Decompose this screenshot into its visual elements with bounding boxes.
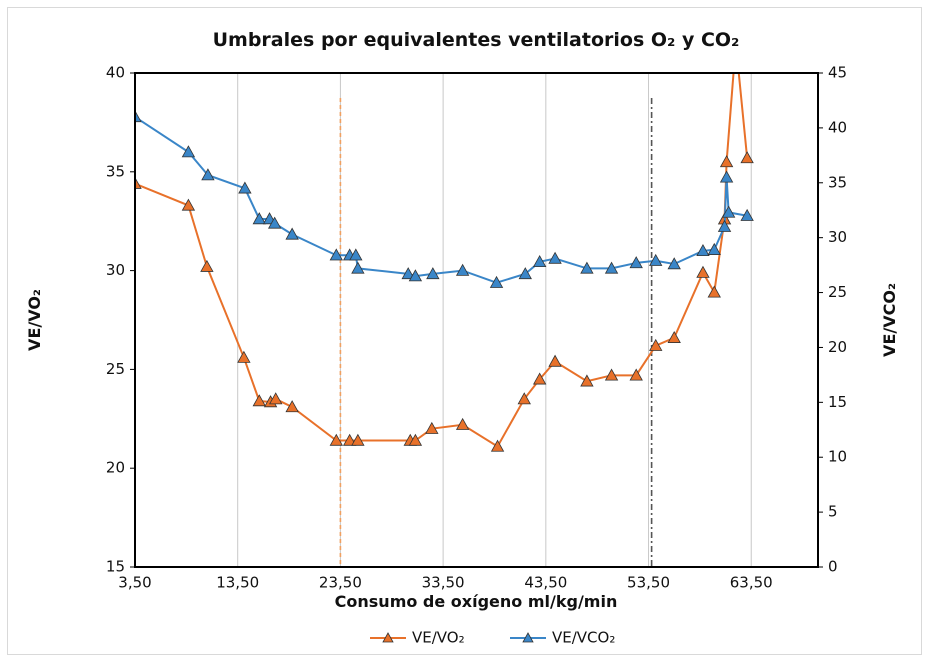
y2-tick-label: 0 bbox=[828, 558, 838, 576]
data-point bbox=[696, 265, 710, 278]
y2-tick-label: 35 bbox=[828, 173, 847, 191]
data-point bbox=[649, 338, 663, 351]
data-point bbox=[181, 198, 196, 211]
data-point bbox=[604, 261, 619, 274]
data-point bbox=[135, 110, 142, 123]
data-point bbox=[707, 242, 721, 255]
data-point bbox=[518, 267, 532, 280]
legend-label: VE/VO₂ bbox=[412, 629, 465, 647]
x-tick-label: 63,50 bbox=[730, 574, 773, 592]
data-point bbox=[696, 244, 710, 257]
y-axis-title: VE/VO₂ bbox=[25, 289, 44, 351]
data-point bbox=[329, 433, 343, 446]
y-tick-label: 20 bbox=[106, 459, 125, 477]
data-point bbox=[252, 394, 266, 407]
data-point bbox=[604, 368, 619, 381]
data-point bbox=[490, 439, 505, 452]
data-point bbox=[707, 285, 721, 298]
x-tick-label: 3,50 bbox=[118, 574, 151, 592]
data-point bbox=[740, 151, 754, 164]
data-point bbox=[532, 372, 547, 385]
data-point bbox=[349, 248, 363, 261]
data-point bbox=[135, 176, 142, 189]
y-tick-label: 35 bbox=[106, 162, 125, 180]
data-point bbox=[342, 433, 357, 446]
data-point bbox=[426, 267, 440, 280]
x-tick-label: 13,50 bbox=[216, 574, 259, 592]
data-point bbox=[181, 145, 196, 158]
data-point bbox=[351, 433, 365, 446]
y-tick-label: 15 bbox=[106, 558, 125, 576]
legend-marker bbox=[522, 632, 534, 643]
data-point bbox=[200, 259, 214, 272]
data-point bbox=[517, 392, 531, 405]
data-point bbox=[548, 251, 562, 264]
data-point bbox=[719, 155, 734, 168]
data-point bbox=[532, 254, 547, 268]
data-point bbox=[269, 392, 283, 405]
y2-axis-title: VE/VCO₂ bbox=[880, 283, 899, 357]
chart-border bbox=[7, 7, 922, 655]
y2-tick-label: 25 bbox=[828, 283, 847, 301]
x-tick-label: 43,50 bbox=[524, 574, 567, 592]
plot-frame bbox=[134, 72, 819, 568]
data-point bbox=[408, 269, 423, 282]
data-point bbox=[580, 261, 594, 274]
y2-tick-label: 20 bbox=[828, 338, 847, 356]
data-point bbox=[580, 374, 594, 387]
legend-marker bbox=[382, 632, 394, 643]
data-point bbox=[719, 170, 734, 183]
data-point bbox=[285, 227, 299, 240]
data-point bbox=[649, 253, 663, 266]
data-point bbox=[329, 248, 343, 261]
x-tick-label: 23,50 bbox=[319, 574, 362, 592]
data-point bbox=[455, 417, 470, 430]
data-point bbox=[740, 208, 754, 221]
plot-layer bbox=[135, 73, 754, 452]
data-point bbox=[268, 216, 282, 229]
y2-tick-label: 15 bbox=[828, 393, 847, 411]
y-tick-label: 30 bbox=[106, 261, 125, 279]
legend-label: VE/VCO₂ bbox=[552, 629, 615, 647]
y2-tick-label: 30 bbox=[828, 228, 847, 246]
x-tick-label: 33,50 bbox=[422, 574, 465, 592]
data-point bbox=[401, 267, 415, 280]
y-tick-label: 40 bbox=[106, 64, 125, 82]
data-point bbox=[237, 350, 251, 363]
data-point bbox=[717, 219, 732, 232]
y2-tick-label: 10 bbox=[828, 448, 847, 466]
data-point bbox=[548, 354, 562, 367]
data-point bbox=[667, 257, 681, 270]
y2-tick-label: 5 bbox=[828, 503, 838, 521]
data-point bbox=[455, 263, 470, 276]
x-axis-title: Consumo de oxígeno ml/kg/min bbox=[335, 592, 618, 611]
data-point bbox=[285, 400, 299, 413]
data-point bbox=[629, 256, 643, 269]
data-point bbox=[252, 212, 266, 225]
y2-tick-label: 40 bbox=[828, 118, 847, 136]
data-point bbox=[201, 168, 215, 181]
chart-title: Umbrales por equivalentes ventilatorios … bbox=[213, 29, 740, 51]
data-point bbox=[721, 205, 736, 218]
data-point bbox=[489, 275, 504, 288]
y-tick-label: 25 bbox=[106, 360, 125, 378]
y2-tick-label: 45 bbox=[828, 64, 847, 82]
x-tick-label: 53,50 bbox=[627, 574, 670, 592]
data-point bbox=[408, 433, 423, 446]
data-point bbox=[667, 330, 681, 343]
data-point bbox=[629, 368, 643, 381]
data-point bbox=[425, 421, 439, 434]
data-point bbox=[238, 181, 252, 194]
data-point bbox=[351, 261, 365, 274]
